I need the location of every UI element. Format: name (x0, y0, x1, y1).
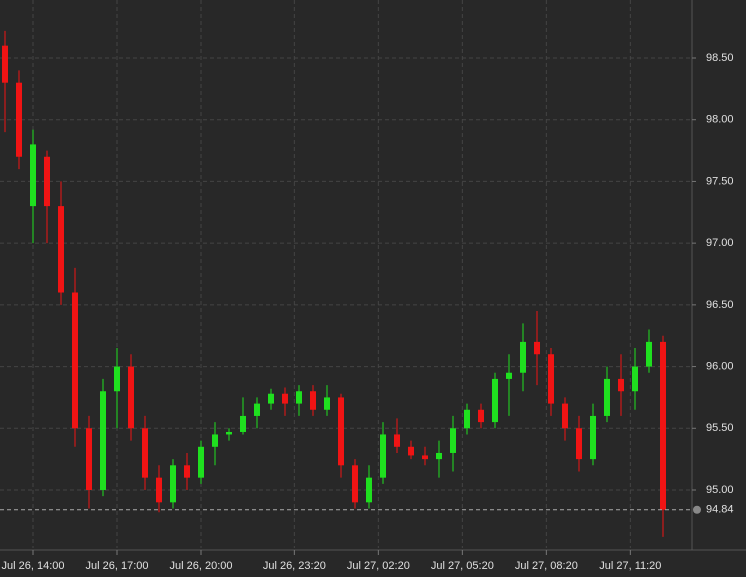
x-tick-label: Jul 26, 14:00 (2, 560, 65, 572)
candle-body (352, 465, 358, 503)
candle-body (226, 431, 232, 435)
x-tick-label: Jul 26, 17:00 (86, 560, 149, 572)
candle-body (170, 465, 176, 503)
candle-body (604, 378, 610, 416)
candle-body (408, 446, 414, 456)
candle-body (618, 378, 624, 392)
x-tick-label: Jul 26, 23:20 (263, 560, 326, 572)
candle-body (100, 391, 106, 490)
candle-body (660, 341, 666, 510)
x-tick-label: Jul 27, 02:20 (347, 560, 410, 572)
candle-body (394, 434, 400, 447)
y-tick-label: 95.50 (706, 422, 734, 434)
candle-body (114, 366, 120, 392)
candle-body (576, 428, 582, 460)
candle-body (16, 82, 22, 157)
x-tick-label: Jul 26, 20:00 (170, 560, 233, 572)
candle-body (506, 372, 512, 379)
candle-body (142, 428, 148, 478)
candle-body (380, 434, 386, 478)
candle-body (212, 434, 218, 447)
x-tick-label: Jul 27, 05:20 (431, 560, 494, 572)
candle-body (478, 409, 484, 423)
candle-body (590, 415, 596, 460)
candle-body (198, 446, 204, 478)
candle-body (548, 354, 554, 404)
candle-body (44, 156, 50, 207)
candle-body (184, 465, 190, 478)
candle-body (338, 397, 344, 466)
candle-body (492, 378, 498, 423)
candle-body (240, 415, 246, 432)
y-tick-label: 97.00 (706, 237, 734, 249)
candle-body (128, 366, 134, 429)
candle-body (324, 397, 330, 410)
candle-body (366, 477, 372, 503)
y-tick-label: 98.00 (706, 114, 734, 126)
y-tick-label: 97.50 (706, 175, 734, 187)
candle-body (310, 391, 316, 410)
last-price-label: 94.84 (706, 504, 734, 516)
candle-body (464, 409, 470, 429)
candle-body (422, 455, 428, 460)
candle-body (450, 428, 456, 453)
candle-body (156, 477, 162, 503)
candle-body (86, 428, 92, 490)
candle-body (254, 403, 260, 416)
candle-body (2, 45, 8, 83)
candle-body (436, 452, 442, 460)
candle-body (58, 206, 64, 293)
y-tick-label: 98.50 (706, 52, 734, 64)
candle-body (646, 341, 652, 367)
candle-body (296, 391, 302, 404)
candle-body (72, 292, 78, 429)
y-tick-label: 96.00 (706, 360, 734, 372)
y-tick-label: 96.50 (706, 299, 734, 311)
candle-body (30, 144, 36, 207)
x-tick-label: Jul 27, 11:20 (599, 560, 661, 572)
y-tick-label: 95.00 (706, 484, 734, 496)
x-tick-label: Jul 27, 08:20 (515, 560, 578, 572)
candle-body (268, 393, 274, 404)
candle-body (520, 341, 526, 373)
candle-body (534, 341, 540, 355)
candle-body (282, 393, 288, 404)
candle-body (632, 366, 638, 392)
last-price-marker (693, 505, 701, 514)
candle-body (562, 403, 568, 429)
